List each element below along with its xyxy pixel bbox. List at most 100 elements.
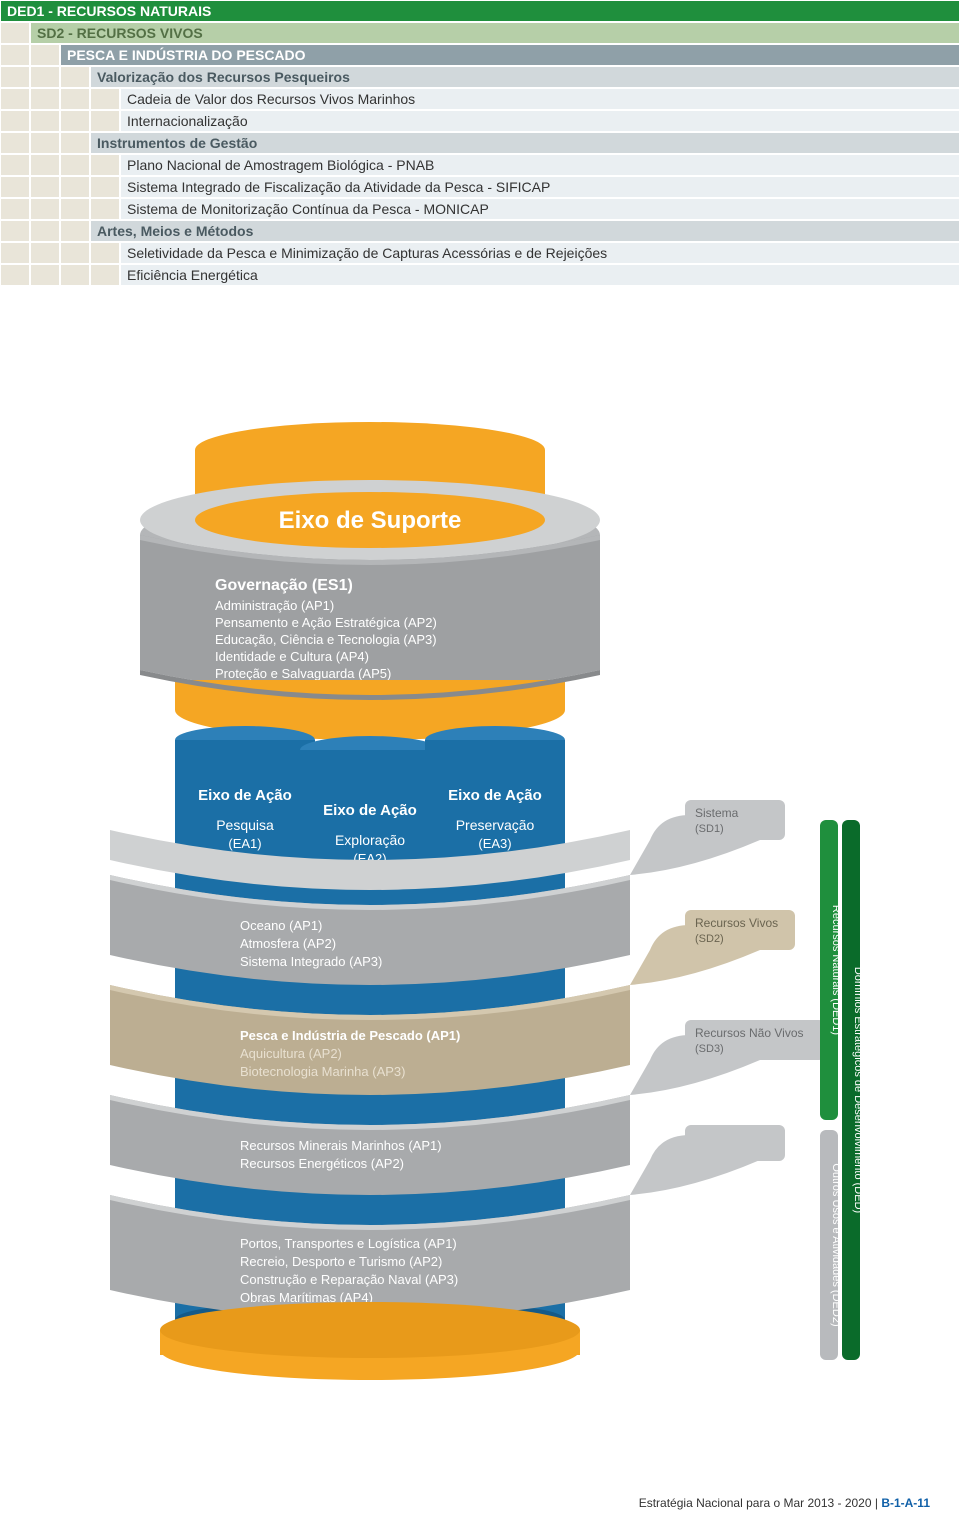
stub [0,264,30,286]
stub [90,110,120,132]
row-section: Instrumentos de Gestão [0,132,960,154]
stub [0,22,30,44]
stub [60,110,90,132]
cylinder-diagram: Eixo de Suporte Governação (ES1) Adminis… [80,420,880,1420]
stub [90,198,120,220]
stub [60,88,90,110]
item-label: Internacionalização [120,110,960,132]
item-label: Seletividade da Pesca e Minimização de C… [120,242,960,264]
svg-text:Construção e Reparação Naval (: Construção e Reparação Naval (AP3) [240,1272,458,1287]
row-item: Sistema de Monitorização Contínua da Pes… [0,198,960,220]
pesca-label: PESCA E INDÚSTRIA DO PESCADO [60,44,960,66]
row-item: Cadeia de Valor dos Recursos Vivos Marin… [0,88,960,110]
stub [0,242,30,264]
svg-text:Eixo de Ação: Eixo de Ação [448,787,542,804]
stub [90,88,120,110]
item-label: Sistema de Monitorização Contínua da Pes… [120,198,960,220]
gov-item: Pensamento e Ação Estratégica (AP2) [215,615,437,630]
svg-text:Recursos Vivos: Recursos Vivos [695,916,778,930]
sd2-label: SD2 - RECURSOS VIVOS [30,22,960,44]
stub [0,88,30,110]
governacao-label: Governação (ES1) [215,577,353,594]
stub [60,198,90,220]
svg-text:Recursos Energéticos (AP2): Recursos Energéticos (AP2) [240,1156,404,1171]
stub [0,110,30,132]
svg-text:Biotecnologia Marinha (AP3): Biotecnologia Marinha (AP3) [240,1064,405,1079]
stub [0,198,30,220]
stub [90,176,120,198]
stub [30,198,60,220]
svg-text:(SD1): (SD1) [695,823,724,835]
item-label: Sistema Integrado de Fiscalização da Ati… [120,176,960,198]
item-label: Plano Nacional de Amostragem Biológica -… [120,154,960,176]
svg-text:Recursos Naturais (DED1): Recursos Naturais (DED1) [830,905,842,1035]
stub [60,66,90,88]
row-pesca: PESCA E INDÚSTRIA DO PESCADO [0,44,960,66]
stub [60,264,90,286]
footer-text: Estratégia Nacional para o Mar 2013 - 20… [639,1496,882,1510]
row-sd2: SD2 - RECURSOS VIVOS [0,22,960,44]
stub [0,154,30,176]
diagram-svg: Eixo de Suporte Governação (ES1) Adminis… [80,420,880,1420]
stub [30,66,60,88]
stub [0,66,30,88]
row-ded1: DED1 - RECURSOS NATURAIS [0,0,960,22]
stub [30,242,60,264]
stub [0,44,30,66]
stub [30,154,60,176]
svg-text:Domínios Estratégicos de Desen: Domínios Estratégicos de Desenvolvimento… [852,967,864,1213]
gov-item: Identidade e Cultura (AP4) [215,649,369,664]
svg-text:Sistema Integrado (AP3): Sistema Integrado (AP3) [240,954,382,969]
gov-item: Educação, Ciência e Tecnologia (AP3) [215,632,437,647]
section-label: Instrumentos de Gestão [90,132,960,154]
svg-text:Eixo de Ação: Eixo de Ação [323,802,417,819]
svg-text:Outros Usos e Atividades (DED2: Outros Usos e Atividades (DED2) [830,1163,842,1326]
row-section: Artes, Meios e Métodos [0,220,960,242]
row-item: Eficiência Energética [0,264,960,286]
stub [30,44,60,66]
svg-text:Aquicultura (AP2): Aquicultura (AP2) [240,1046,342,1061]
svg-text:Eixo de Ação: Eixo de Ação [198,787,292,804]
svg-text:(SD2): (SD2) [695,933,724,945]
stub [30,132,60,154]
row-section: Valorização dos Recursos Pesqueiros [0,66,960,88]
svg-text:Preservação: Preservação [456,817,535,833]
svg-text:Pesca e Indústria de Pescado (: Pesca e Indústria de Pescado (AP1) [240,1028,460,1043]
stub [30,176,60,198]
svg-text:(SD3): (SD3) [695,1043,724,1055]
svg-text:Pesquisa: Pesquisa [216,817,274,833]
page-footer: Estratégia Nacional para o Mar 2013 - 20… [639,1496,930,1510]
stub [0,176,30,198]
row-item: Plano Nacional de Amostragem Biológica -… [0,154,960,176]
stub [30,220,60,242]
stub [60,154,90,176]
stub [90,242,120,264]
gov-item: Proteção e Salvaguarda (AP5) [215,666,391,681]
stub [90,264,120,286]
row-item: Sistema Integrado de Fiscalização da Ati… [0,176,960,198]
svg-text:Oceano (AP1): Oceano (AP1) [240,918,322,933]
stub [60,220,90,242]
svg-text:Exploração: Exploração [335,832,405,848]
stub [0,132,30,154]
svg-text:Portos, Transportes e Logístic: Portos, Transportes e Logística (AP1) [240,1236,457,1251]
row-item: Seletividade da Pesca e Minimização de C… [0,242,960,264]
stub [30,110,60,132]
item-label: Eficiência Energética [120,264,960,286]
right-vertical-labels: Recursos Naturais (DED1) Domínios Estrat… [820,820,864,1360]
svg-text:Recursos Minerais Marinhos (AP: Recursos Minerais Marinhos (AP1) [240,1138,442,1153]
stub [60,242,90,264]
stub [30,88,60,110]
item-label: Cadeia de Valor dos Recursos Vivos Marin… [120,88,960,110]
gov-item: Administração (AP1) [215,598,334,613]
section-label: Artes, Meios e Métodos [90,220,960,242]
row-item: Internacionalização [0,110,960,132]
hierarchy-table: DED1 - RECURSOS NATURAIS SD2 - RECURSOS … [0,0,960,286]
stub [30,264,60,286]
eixo-suporte-title: Eixo de Suporte [279,507,462,534]
ded1-label: DED1 - RECURSOS NATURAIS [0,0,960,22]
svg-text:(EA1): (EA1) [228,836,261,851]
svg-text:(EA3): (EA3) [478,836,511,851]
section-label: Valorização dos Recursos Pesqueiros [90,66,960,88]
footer-code: B-1-A-11 [881,1496,930,1510]
